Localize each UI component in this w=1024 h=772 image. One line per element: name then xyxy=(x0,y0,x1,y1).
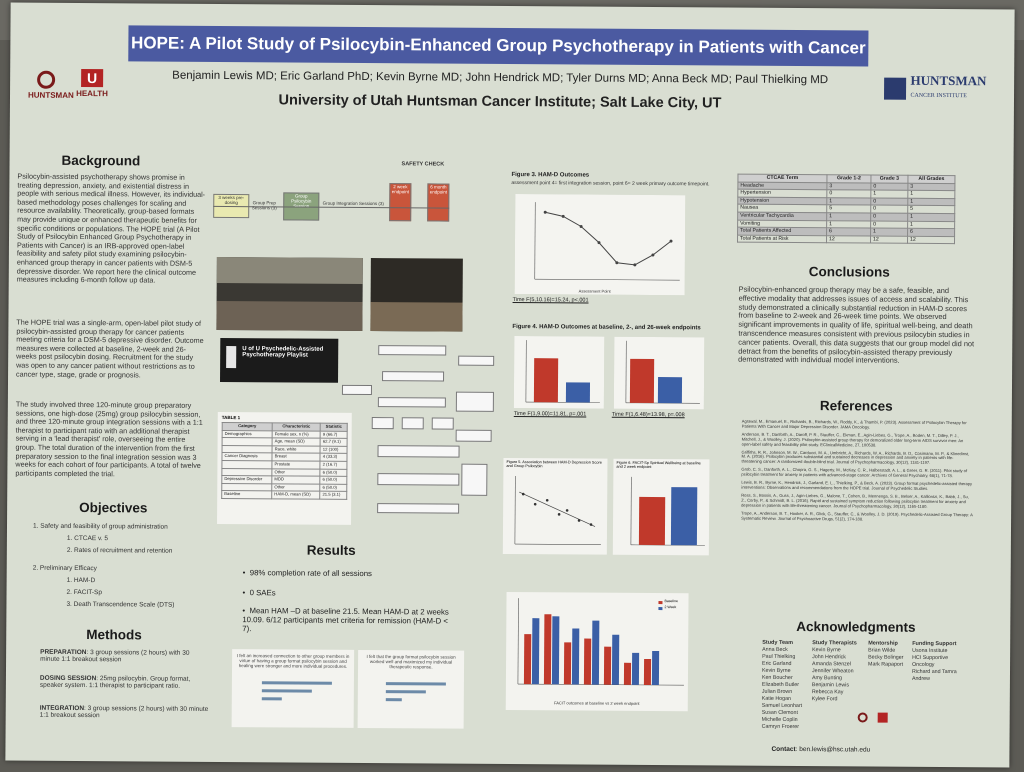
ack-mentorship: Mentorship Brian Wilde Becky Bolinger Mark… xyxy=(868,640,904,668)
timeline-box-6mo: 6 month endpoint xyxy=(427,183,450,222)
figure3-title: Figure 3. HAM-D Outcomes xyxy=(511,172,590,179)
reference-item: Lewis, B. R., Byrne, K., Hendrick, J., G… xyxy=(741,479,973,491)
session-photo-1 xyxy=(216,256,363,331)
u-health-logo: U HEALTH xyxy=(76,68,108,99)
methods-dosing: DOSING SESSION: 25mg psilocybin. Group f… xyxy=(39,674,191,691)
reference-item: Grob, C. S., Danforth, A. L., Chopra, G.… xyxy=(741,466,968,479)
ctcae-adverse-events-table: CTCAE Term Grade 1-2 Grade 3 All Grades Hea… xyxy=(737,174,955,245)
flow-box xyxy=(455,391,494,412)
results-bullet-sae: • 0 SAEs xyxy=(242,588,276,598)
timeline-box-2wk: 2 week endpoint xyxy=(389,183,412,222)
flow-box xyxy=(377,397,446,408)
figure7-caption: FACIT outcomes at baseline vs 2 week end… xyxy=(553,700,640,706)
figure4a-stat: Time F(1,9.00)=11.81, p=.001 xyxy=(513,411,587,418)
figure4b-bar-chart xyxy=(613,336,705,410)
ack-study-therapists: Study Therapists Kevin Byrne John Hendric… xyxy=(811,640,857,703)
flow-box xyxy=(461,463,488,496)
flow-box xyxy=(341,384,372,396)
huntsman-cancer-institute-logo: HUNTSMAN CANCER INSTITUTE xyxy=(884,73,1004,103)
session-photo-2 xyxy=(370,258,463,332)
reference-item: Agrawal, M., Emanuel, E., Richards, B., … xyxy=(741,418,967,430)
conclusions-text: Psilocybin-enhanced group therapy may be… xyxy=(738,284,975,366)
flow-box xyxy=(455,429,492,442)
conclusions-heading: Conclusions xyxy=(808,264,890,280)
poster-title: HOPE: A Pilot Study of Psilocybin-Enhanc… xyxy=(128,25,869,67)
flow-box xyxy=(431,417,454,430)
results-bullet-hamd: • Mean HAM –D at baseline 21.5. Mean HAM… xyxy=(242,606,449,634)
references-heading: References xyxy=(819,398,893,414)
reference-item: Ross, S., Bossis, A., Guss, J., Agin-Lie… xyxy=(741,492,969,509)
huntsman-circle-icon xyxy=(37,70,56,89)
objective-item: 1. CTCAE v. 5 xyxy=(66,534,109,543)
background-paragraph-1: Psilocybin-assisted psychotherapy shows … xyxy=(16,171,206,285)
figure7-legend-2week: 2 Week xyxy=(664,605,677,610)
results-heading: Results xyxy=(306,542,356,558)
objective-item: 2. FACIT-Sp xyxy=(66,588,102,597)
methods-preparation: PREPARATION: 3 group sessions (2 hours) … xyxy=(40,648,190,664)
survey-panel-2: I felt that the group format psilocybin … xyxy=(357,649,465,729)
objectives-heading: Objectives xyxy=(79,499,148,516)
figure6-bar-panel: Figure 6. FACIT-Sp Spiritual Wellbeing a… xyxy=(612,458,710,556)
figure4b-stat: Time F(1,6.48)=13.98, p=.008 xyxy=(611,411,685,419)
figure3-subtitle: assessment point 4= first integration se… xyxy=(511,180,710,188)
huntsman-small-logo-icon xyxy=(857,712,868,723)
objective-item: 2. Preliminary Efficacy xyxy=(32,564,97,573)
results-bullet-completion: • 98% completion rate of all sessions xyxy=(242,568,372,579)
figure5-scatter-panel: Figure 5. Association between HAM-D Depr… xyxy=(502,457,608,555)
methods-integration: INTEGRATION: 3 group sessions (2 hours) … xyxy=(39,704,209,720)
figure3-xlabel: Assessment Point xyxy=(578,288,611,294)
objective-item: 1. Safety and feasibility of group admin… xyxy=(32,522,168,531)
flow-box xyxy=(377,503,460,514)
objective-item: 1. HAM-D xyxy=(66,576,96,585)
flow-box xyxy=(377,473,460,486)
flow-box xyxy=(377,445,460,458)
figure3-stat: Time F(5,10.16)=15.24, p<.001 xyxy=(512,297,589,304)
flow-box xyxy=(458,355,495,366)
background-heading: Background xyxy=(61,152,141,169)
flow-box xyxy=(401,417,424,430)
figure6-bar-chart xyxy=(630,476,705,546)
flow-box xyxy=(382,371,445,382)
acknowledgments-heading: Acknowledgments xyxy=(796,619,916,635)
background-paragraph-3: The study involved three 120-minute grou… xyxy=(15,399,203,478)
figure5-scatter-chart xyxy=(514,476,601,545)
demographics-table: Category Characteristic Statistic Demograp… xyxy=(221,422,348,500)
safety-check-label: SAFETY CHECK xyxy=(401,161,445,168)
figure4a-bar-chart xyxy=(513,336,605,409)
figure7-grouped-bar-panel: Baseline 2 Week FACIT outcomes at baseli… xyxy=(505,591,689,712)
research-poster: HOPE: A Pilot Study of Psilocybin-Enhanc… xyxy=(5,2,1015,768)
objective-item: 3. Death Transcendence Scale (DTS) xyxy=(66,600,175,609)
figure4-title: Figure 4. HAM-D Outcomes at baseline, 2-… xyxy=(512,324,701,332)
demographics-table-panel: TABLE 1 Category Characteristic Statistic … xyxy=(217,411,352,525)
reference-item: Anderson, B. T., Danforth, A., Daroff, P… xyxy=(741,431,964,448)
consort-flow-diagram xyxy=(341,345,495,532)
reference-item: Trope, A., Anderson, B. T., Hooker, A. R… xyxy=(741,510,973,521)
figure3-line-chart xyxy=(514,194,686,296)
flow-box xyxy=(371,417,394,430)
hci-mark-icon xyxy=(884,77,907,100)
methods-heading: Methods xyxy=(86,627,142,643)
figure7-legend-baseline: Baseline xyxy=(664,599,678,604)
u-logo-icon: U xyxy=(81,68,104,88)
poster-affiliation: University of Utah Huntsman Cancer Insti… xyxy=(278,92,722,112)
poster-authors: Benjamin Lewis MD; Eric Garland PhD; Kev… xyxy=(172,69,829,87)
references-list: Agrawal, M., Emanuel, E., Richards, B., … xyxy=(741,418,974,526)
ack-funding-support: Funding Support Usona Institute HCI Suppo… xyxy=(911,640,957,682)
qr-code-icon xyxy=(226,346,237,369)
huntsman-logo-left: HUNTSMAN xyxy=(28,70,74,100)
ack-study-team: Study Team Anna Beck Paul Thielking Eric G… xyxy=(761,639,803,731)
survey-panel-1: I felt an increased connection to other … xyxy=(231,649,355,728)
video-playlist-thumbnail[interactable]: U of U Psychedelic-Assisted Psychotherap… xyxy=(220,337,339,383)
flow-box xyxy=(378,345,447,356)
u-small-logo-icon xyxy=(877,712,888,723)
contact-line: Contact: ben.lewis@hsc.utah.edu xyxy=(771,745,871,754)
reference-item: Griffiths, R. R., Johnson, M. W., Carduc… xyxy=(741,449,970,466)
contact-email-link[interactable]: ben.lewis@hsc.utah.edu xyxy=(799,746,871,754)
figure7-grouped-bar-chart xyxy=(517,598,684,686)
background-paragraph-2: The HOPE trial was a single-arm, open-la… xyxy=(16,317,204,379)
objective-item: 2. Rates of recruitment and retention xyxy=(66,546,173,555)
